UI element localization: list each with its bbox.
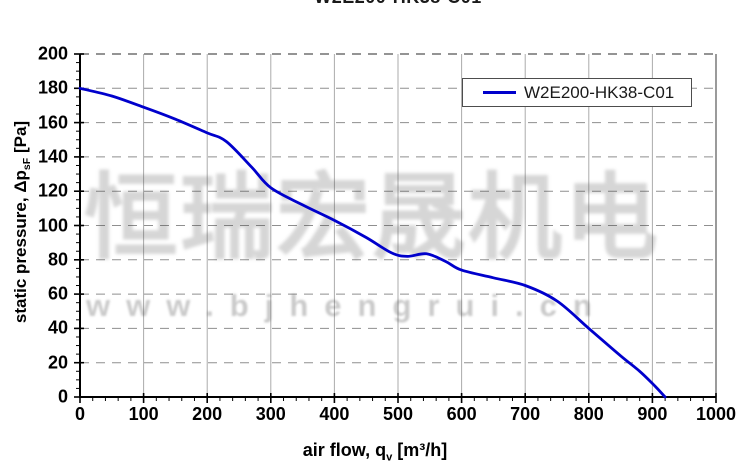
- x-tick-label: 600: [446, 404, 477, 424]
- y-axis-title: static pressure, ΔpsF [Pa]: [10, 120, 34, 324]
- y-tick-label: 160: [37, 112, 68, 133]
- x-tick-label: 800: [573, 404, 604, 424]
- x-tick-label: 500: [382, 404, 414, 424]
- y-tick-label: 20: [47, 352, 68, 373]
- watermark-chinese-text: 恒瑞宏晟机电: [84, 165, 661, 270]
- x-tick-label: 700: [510, 404, 541, 424]
- y-tick-label: 100: [37, 215, 68, 235]
- x-tick-label: 300: [255, 404, 286, 424]
- x-tick-label: 900: [637, 404, 668, 424]
- watermark-url-text: www.bjhengrui.cn: [86, 288, 608, 323]
- y-tick-label: 120: [37, 180, 68, 201]
- legend-series-label: W2E200-HK38-C01: [524, 82, 675, 102]
- x-tick-label: 400: [319, 404, 350, 424]
- y-tick-label: 60: [47, 283, 68, 304]
- y-tick-label: 200: [37, 43, 68, 64]
- y-tick-label: 140: [37, 146, 68, 167]
- chart-title: W2E200-HK38-C01: [80, 0, 716, 6]
- legend-line-sample: [483, 91, 516, 94]
- y-tick-label: 40: [47, 317, 68, 338]
- x-tick-label: 1000: [695, 404, 737, 424]
- x-tick-label: 100: [128, 404, 159, 424]
- x-tick-label: 200: [192, 404, 223, 424]
- x-tick-label: 0: [74, 404, 86, 424]
- legend-box: W2E200-HK38-C01: [462, 78, 692, 107]
- y-tick-label: 180: [37, 77, 68, 98]
- y-tick-label: 80: [47, 249, 68, 270]
- pressure-curve: [78, 86, 667, 399]
- y-tick-label: 0: [57, 386, 68, 407]
- x-axis-title: air flow, qv [m³/h]: [302, 440, 448, 464]
